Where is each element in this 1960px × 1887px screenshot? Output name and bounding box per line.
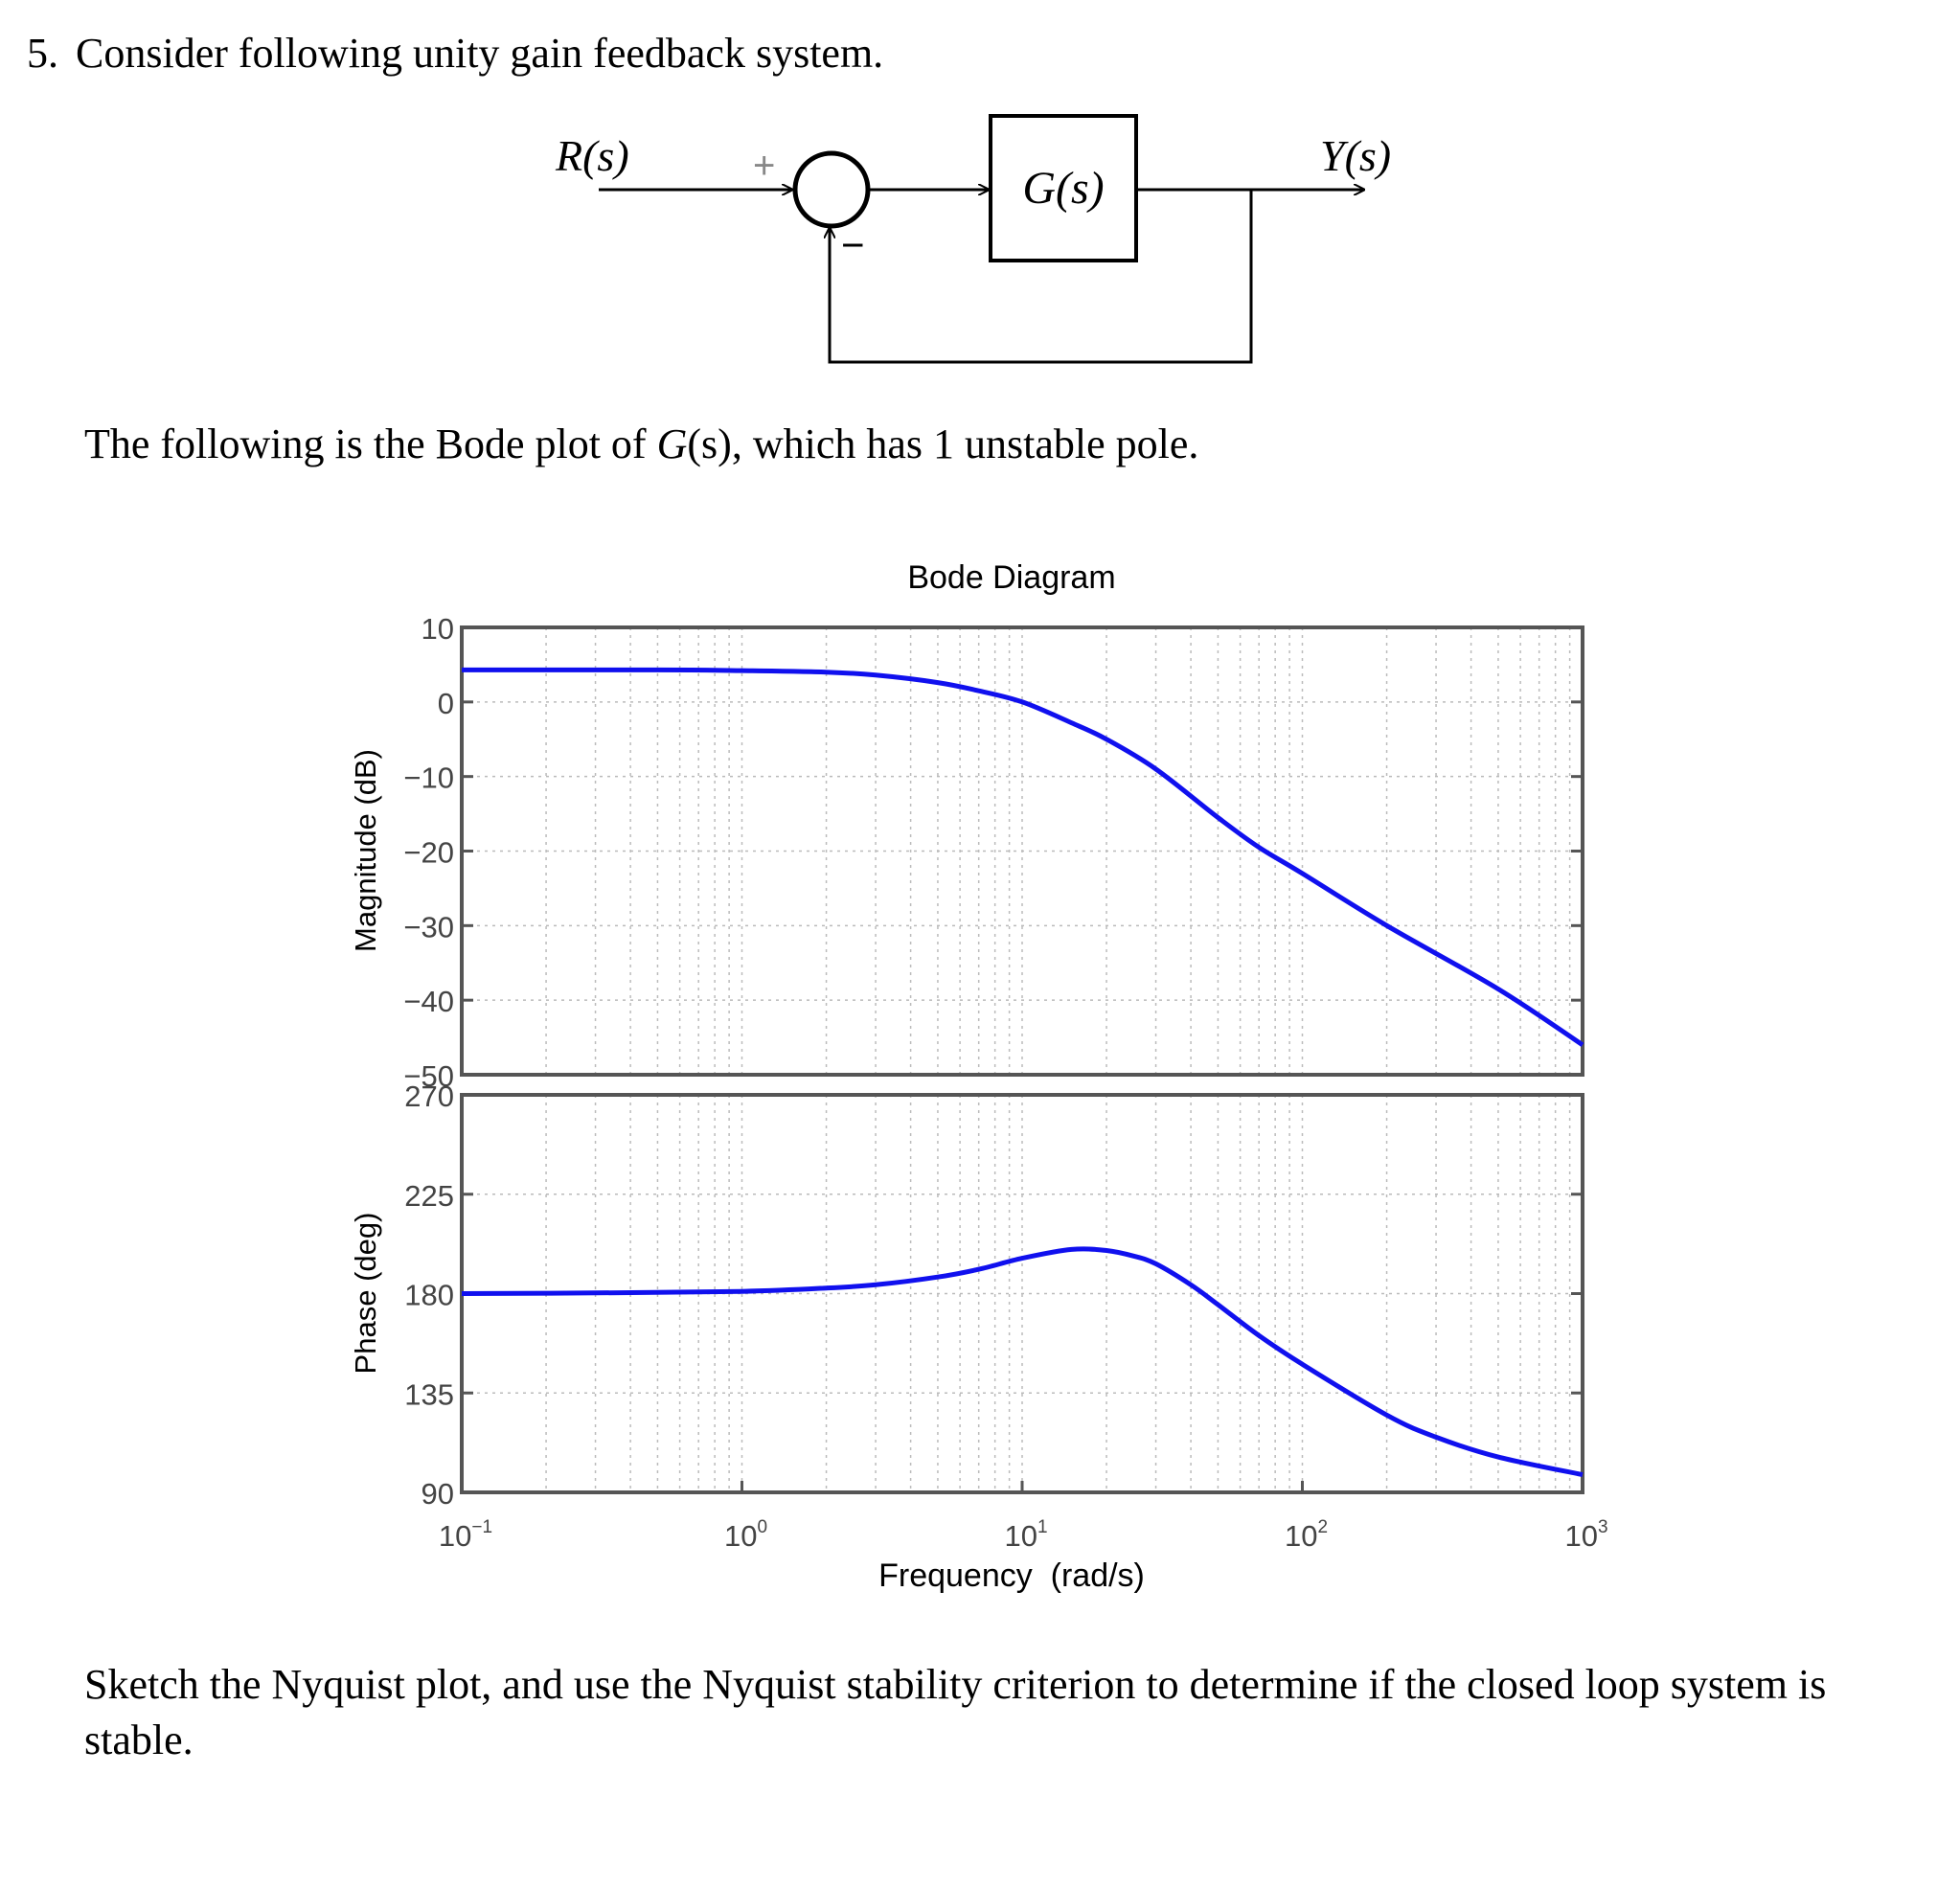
phase-tick-label: 225 xyxy=(404,1179,454,1213)
magnitude-tick-label: −40 xyxy=(403,985,454,1018)
output-label: Y(s) xyxy=(1320,131,1391,180)
magnitude-ylabel: Magnitude (dB) xyxy=(349,749,382,952)
question-heading: 5. Consider following unity gain feedback… xyxy=(27,29,883,78)
magnitude-tick-label: 10 xyxy=(422,612,454,646)
intro-func: G xyxy=(656,421,688,467)
phase-curve xyxy=(461,1246,1584,1478)
bode-intro-text: The following is the Bode plot of G(s), … xyxy=(84,420,1198,468)
magnitude-tick-label: −30 xyxy=(403,910,454,944)
plant-block xyxy=(989,114,1138,262)
frequency-x-ticks: 10−1 100 101 102 103 xyxy=(439,1481,1608,1553)
magnitude-tick-label: −50 xyxy=(403,1059,454,1093)
phase-ylabel: Phase (deg) xyxy=(349,1213,382,1375)
frequency-tick-label: 100 xyxy=(724,1517,767,1553)
question-prompt: Consider following unity gain feedback s… xyxy=(76,30,884,77)
input-label: R(s) xyxy=(555,131,629,180)
intro-before: The following is the Bode plot of xyxy=(84,421,657,467)
magnitude-tick-label: −20 xyxy=(403,836,454,870)
block-diagram: R(s) + G(s) Y(s) − xyxy=(555,114,1391,364)
frequency-tick-label: 103 xyxy=(1564,1517,1607,1553)
minus-sign: − xyxy=(841,222,865,267)
feedback-path xyxy=(830,190,1253,364)
magnitude-tick-label: 0 xyxy=(438,687,454,720)
frequency-xlabel: Frequency (rad/s) xyxy=(878,1557,1145,1594)
frequency-tick-label: 102 xyxy=(1285,1517,1328,1553)
frequency-tick-label: 10−1 xyxy=(439,1517,492,1553)
magnitude-grid xyxy=(462,627,1583,1075)
plant-label: G(s) xyxy=(1022,163,1104,214)
plus-sign: + xyxy=(753,145,775,187)
phase-tick-label: 135 xyxy=(404,1377,454,1411)
bode-diagram: Bode Diagram 100−10−20−30−40−50 Magnitud… xyxy=(349,559,1608,1594)
phase-tick-label: 90 xyxy=(422,1477,454,1511)
intro-arg: (s) xyxy=(687,421,732,467)
closing-question: Sketch the Nyquist plot, and use the Nyq… xyxy=(84,1661,1827,1763)
magnitude-y-ticks: 10 0 −10 −20 −30 −40 −50 xyxy=(403,612,1583,1093)
chart-title: Bode Diagram xyxy=(907,559,1115,596)
magnitude-curve xyxy=(461,667,1584,1047)
question-number: 5. xyxy=(27,30,58,77)
phase-tick-label: 180 xyxy=(404,1279,454,1312)
intro-after: , which has 1 unstable pole. xyxy=(731,421,1199,467)
phase-tick-label: 270 xyxy=(404,1080,454,1113)
magnitude-tick-label: −10 xyxy=(403,762,454,795)
frequency-tick-label: 101 xyxy=(1004,1517,1047,1553)
